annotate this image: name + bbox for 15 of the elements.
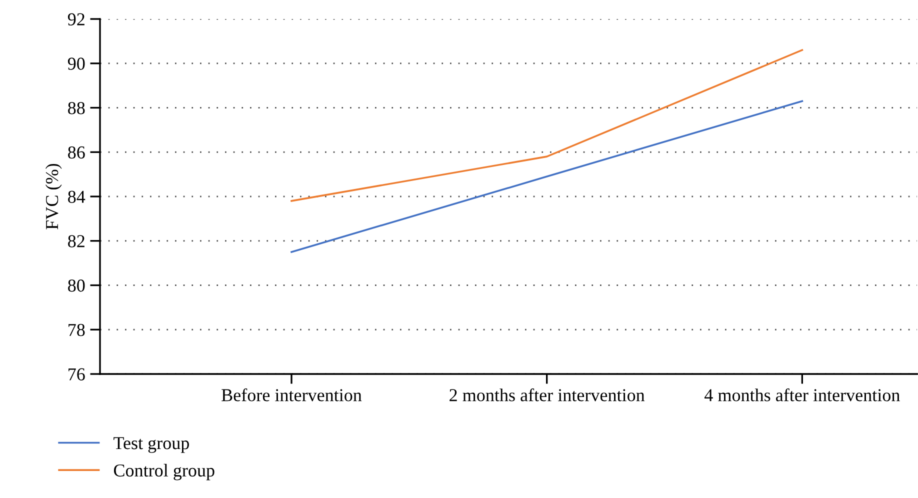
y-tick-label: 76 <box>68 368 85 380</box>
x-tick-label: 4 months after intervention <box>704 388 900 402</box>
y-tick-label: 84 <box>68 190 86 203</box>
y-tick-label: 82 <box>68 235 84 248</box>
x-tick-label: 2 months after intervention <box>450 388 645 402</box>
legend-label: Test group <box>114 437 189 453</box>
legend-label: Control group <box>114 464 214 480</box>
y-tick-label: 90 <box>68 58 85 70</box>
y-tick-label: 86 <box>68 146 85 159</box>
y-tick-label: 92 <box>68 13 84 26</box>
y-tick-label: 88 <box>68 102 85 114</box>
y-tick-label: 78 <box>68 324 85 336</box>
y-tick-label: 80 <box>68 280 85 292</box>
x-tick-label: Before intervention <box>222 388 362 402</box>
y-axis-title: FVC (%) <box>45 164 62 230</box>
